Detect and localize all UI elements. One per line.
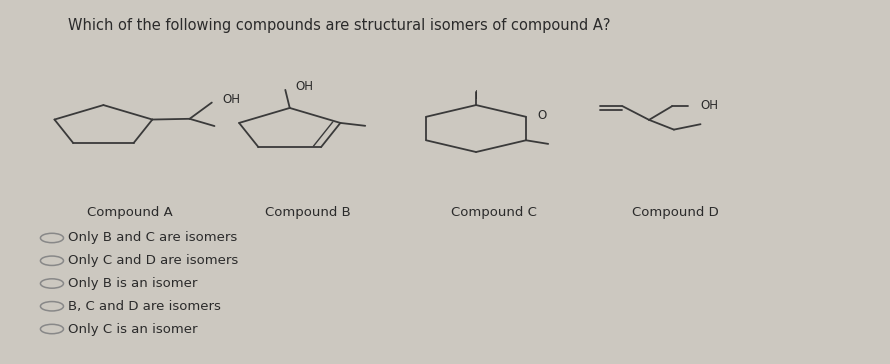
Text: B, C and D are isomers: B, C and D are isomers [68, 300, 221, 313]
Text: Only C and D are isomers: Only C and D are isomers [68, 254, 239, 267]
Text: |: | [474, 90, 478, 99]
Text: Compound D: Compound D [632, 206, 719, 219]
Text: Only B and C are isomers: Only B and C are isomers [68, 232, 237, 245]
Circle shape [40, 324, 63, 334]
Text: Compound A: Compound A [87, 206, 173, 219]
Text: Only B is an isomer: Only B is an isomer [68, 277, 198, 290]
Circle shape [40, 256, 63, 265]
Text: O: O [538, 109, 546, 122]
Text: Compound C: Compound C [451, 206, 537, 219]
Text: OH: OH [222, 93, 240, 106]
Text: Only C is an isomer: Only C is an isomer [68, 323, 198, 336]
Circle shape [40, 279, 63, 288]
Text: OH: OH [295, 80, 314, 93]
Circle shape [40, 233, 63, 243]
Text: Compound B: Compound B [264, 206, 351, 219]
Text: OH: OH [700, 99, 718, 111]
Circle shape [40, 301, 63, 311]
Text: Which of the following compounds are structural isomers of compound A?: Which of the following compounds are str… [68, 17, 611, 33]
